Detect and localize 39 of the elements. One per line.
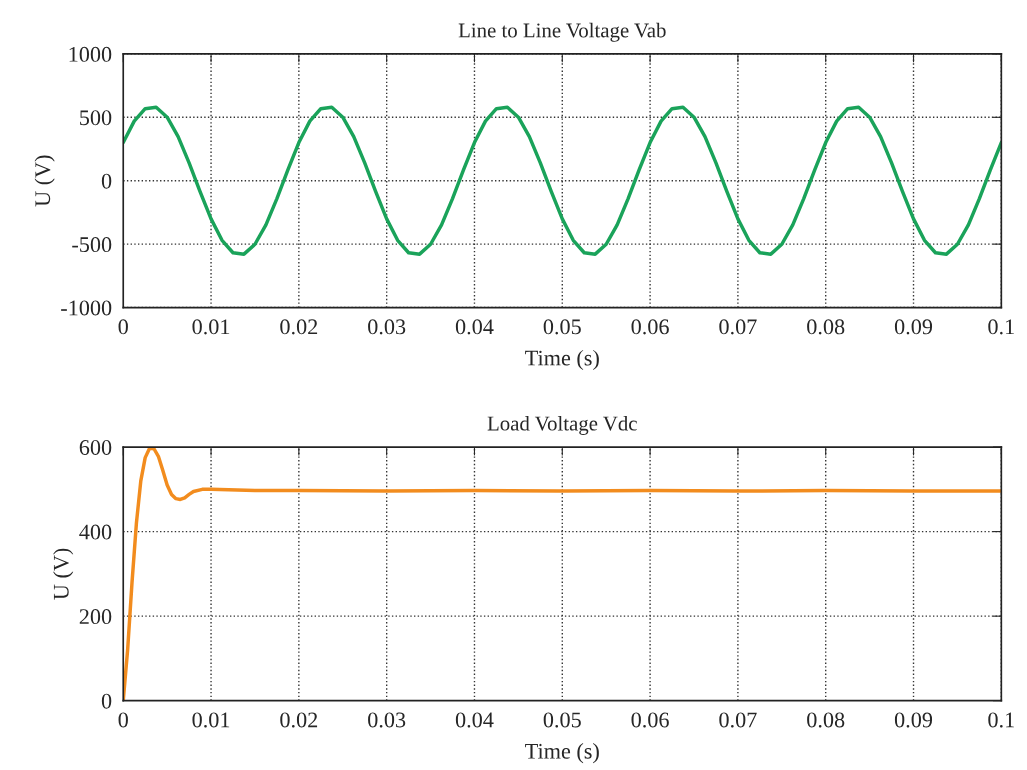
x-tick-label: 0.01 bbox=[192, 712, 230, 728]
y-axis-title: U (V) bbox=[34, 155, 55, 207]
x-tick-label: 0.07 bbox=[719, 319, 757, 335]
chart-title: Line to Line Voltage Vab bbox=[458, 22, 666, 42]
y-tick-label: 0 bbox=[101, 173, 112, 189]
x-tick-label: 0.01 bbox=[192, 319, 230, 335]
y-tick-label: 500 bbox=[80, 110, 112, 126]
x-tick-label: 0 bbox=[118, 319, 128, 335]
x-tick-label: 0.04 bbox=[455, 319, 494, 335]
line-series bbox=[123, 105, 1002, 256]
y-tick-label: -1000 bbox=[61, 300, 112, 316]
x-tick-label: 0.08 bbox=[807, 712, 845, 728]
chart-title: Load Voltage Vdc bbox=[487, 415, 637, 435]
x-axis-title: Time (s) bbox=[525, 349, 599, 371]
x-axis-title: Time (s) bbox=[525, 743, 599, 764]
line-series bbox=[123, 447, 1002, 701]
x-tick-label: 0.03 bbox=[368, 319, 406, 335]
x-tick-label: 0.04 bbox=[455, 712, 494, 728]
x-tick-label: 0.06 bbox=[631, 712, 669, 728]
y-tick-label: 1000 bbox=[69, 46, 112, 62]
x-tick-label: 0.1 bbox=[988, 712, 1014, 728]
x-tick-label: 0.02 bbox=[280, 712, 318, 728]
y-tick-label: 600 bbox=[79, 439, 112, 455]
x-tick-label: 0.08 bbox=[807, 319, 845, 335]
y-axis-title: U (V) bbox=[53, 548, 74, 600]
y-tick-label: -500 bbox=[72, 237, 112, 253]
x-tick-label: 0.09 bbox=[894, 319, 933, 335]
x-tick-label: 0.07 bbox=[719, 712, 757, 728]
y-tick-label: 200 bbox=[79, 609, 112, 625]
x-tick-label: 0.06 bbox=[631, 319, 669, 335]
y-tick-label: 400 bbox=[79, 524, 112, 540]
x-tick-label: 0.03 bbox=[368, 712, 406, 728]
x-tick-label: 0 bbox=[118, 712, 128, 728]
x-tick-label: 0.02 bbox=[280, 319, 318, 335]
x-tick-label: 0.09 bbox=[894, 712, 933, 728]
x-tick-label: 0.05 bbox=[543, 712, 581, 728]
x-tick-label: 0.1 bbox=[988, 319, 1014, 335]
x-tick-label: 0.05 bbox=[543, 319, 581, 335]
y-tick-label: 0 bbox=[101, 693, 112, 709]
